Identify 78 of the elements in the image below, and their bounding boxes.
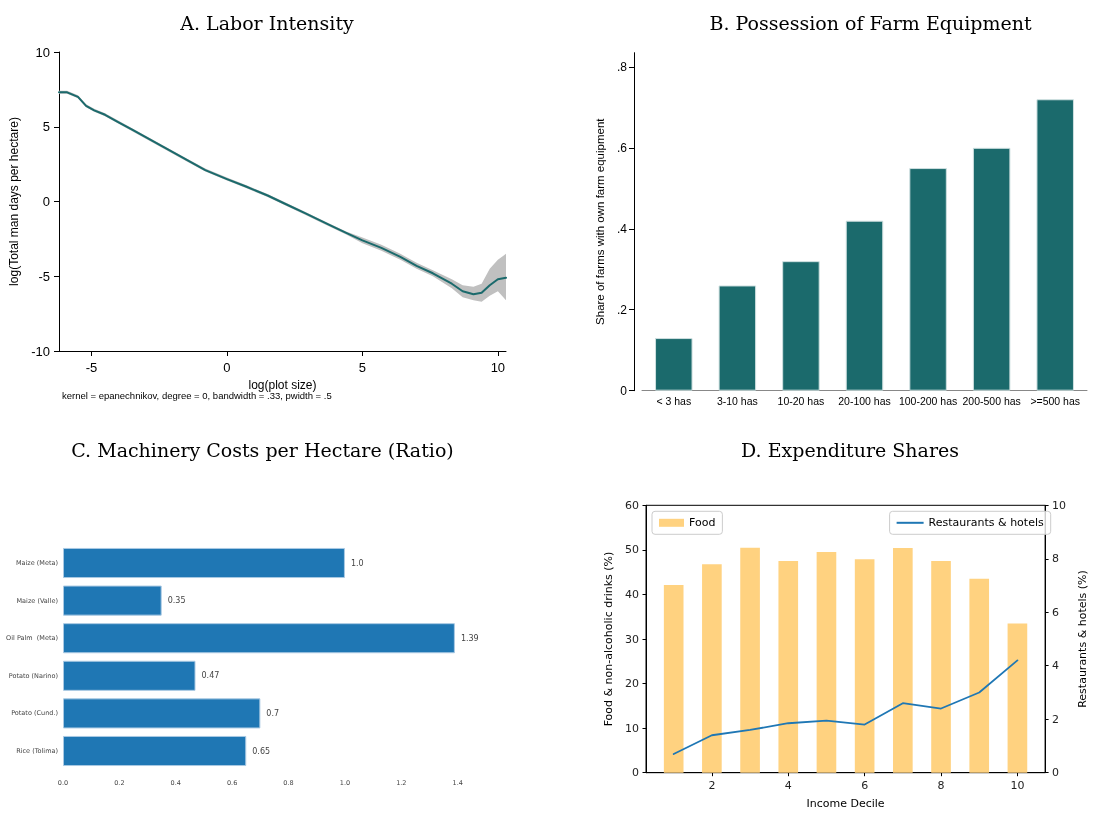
bar <box>655 338 693 391</box>
bar <box>969 578 990 773</box>
y-tick-label: .4 <box>616 221 628 236</box>
y-tick-label: 10 <box>625 721 639 735</box>
bar <box>972 147 1011 391</box>
chart-title: A. Labor Intensity <box>179 11 355 34</box>
bar <box>63 698 261 729</box>
bar <box>854 559 875 773</box>
y-tick-label: 10 <box>35 44 50 60</box>
bar <box>931 561 951 773</box>
x-axis-title: Income Decile <box>806 796 885 810</box>
x-tick-label: 3-10 has <box>716 395 758 408</box>
bar <box>702 564 722 773</box>
y-tick-label: 30 <box>625 632 639 646</box>
y-tick-label: 0 <box>620 383 628 398</box>
y-tick-label: 60 <box>625 498 639 512</box>
y-tick-label: -5 <box>38 268 50 284</box>
y-tick-label: .2 <box>616 302 628 317</box>
chart-title: C. Machinery Costs per Hectare (Ratio) <box>71 438 454 461</box>
bar <box>909 168 947 391</box>
bar <box>816 552 837 773</box>
data-label: 0.7 <box>266 708 280 718</box>
bar <box>893 548 913 773</box>
x-tick-label: < 3 has <box>656 395 692 408</box>
y2-tick-label: 10 <box>1052 498 1067 512</box>
x-tick-label: 10-20 has <box>777 395 825 408</box>
y-tick-label: 0 <box>42 194 50 209</box>
bar <box>845 220 884 391</box>
line-series <box>672 659 1019 755</box>
x-tick-label: -5 <box>85 360 98 375</box>
x-tick-label: 20-100 has <box>838 395 891 408</box>
x-tick-label: 0 <box>223 360 231 375</box>
bar <box>63 623 455 654</box>
bar <box>782 261 820 391</box>
x-tick-label: 6 <box>861 778 869 792</box>
y-tick-label: .6 <box>616 140 628 155</box>
y-tick-label: -10 <box>31 343 50 359</box>
y-tick-label: 40 <box>625 587 639 601</box>
x-tick-label: 200-500 has <box>962 395 1021 408</box>
x-tick-label: 4 <box>784 778 792 792</box>
y-axis-title: Share of farms with own farm equipment <box>594 117 606 325</box>
chart-title: D. Expenditure Shares <box>741 438 959 461</box>
x-tick-label: 10 <box>490 360 506 375</box>
x-tick-label: 5 <box>358 360 367 375</box>
data-label: 0.65 <box>252 746 271 756</box>
y2-axis-title: Restaurants & hotels (%) <box>1076 570 1089 708</box>
bar <box>740 547 760 773</box>
legend-label: Food <box>689 516 716 530</box>
x-tick-label: 2 <box>708 778 716 792</box>
bar <box>663 585 684 773</box>
data-label: 1.39 <box>460 633 479 643</box>
data-label: 1.0 <box>350 558 364 568</box>
bar <box>63 660 196 691</box>
x-tick-label: 10 <box>1010 778 1025 792</box>
y-axis-title: log(Total man days per hectare) <box>7 117 22 286</box>
y2-tick-label: 8 <box>1052 552 1060 566</box>
y-tick-label: 50 <box>625 543 639 557</box>
y2-tick-label: 4 <box>1052 659 1060 673</box>
y-tick-label: 5 <box>42 119 50 135</box>
bar <box>1036 99 1074 391</box>
bar <box>63 735 247 767</box>
data-label: 0.47 <box>201 671 220 681</box>
data-label: 0.35 <box>167 596 186 606</box>
legend-label: Restaurants & hotels <box>928 516 1044 530</box>
x-tick-label: >=500 has <box>1030 395 1081 408</box>
y-tick-label: .8 <box>616 59 628 74</box>
x-tick-label: 8 <box>937 778 945 792</box>
y-tick-label: 20 <box>625 677 639 691</box>
bar <box>718 285 757 391</box>
y-axis-title: Food & non-alcoholic drinks (%) <box>602 551 616 727</box>
bar <box>63 585 162 616</box>
bar <box>778 561 799 773</box>
x-tick-label: 100-200 has <box>898 395 958 408</box>
bar <box>1007 623 1028 773</box>
chart-title: B. Possession of Farm Equipment <box>709 11 1032 34</box>
y2-tick-label: 6 <box>1052 605 1060 619</box>
bar <box>63 547 345 579</box>
y2-tick-label: 2 <box>1052 712 1060 726</box>
